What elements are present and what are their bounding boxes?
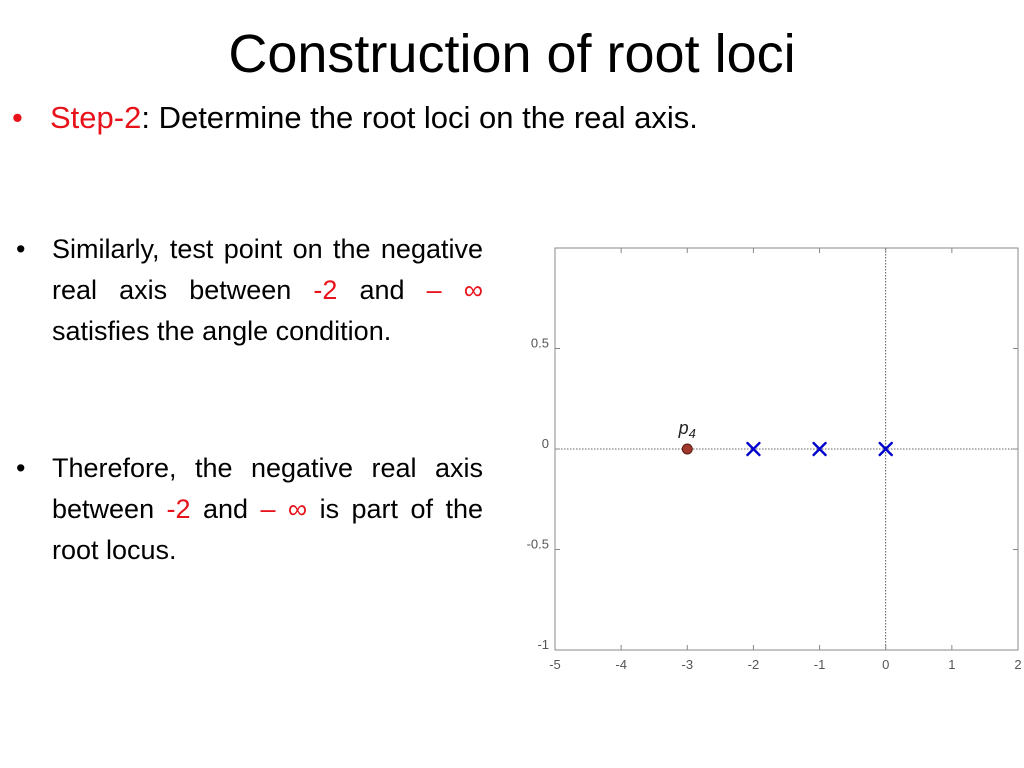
step-bullet: • Step-2: Determine the root loci on the… xyxy=(12,96,698,140)
text-run: Therefore, the negative real axis betwee… xyxy=(52,453,483,524)
x-tick-label: -2 xyxy=(748,657,760,672)
bullet-marker: • xyxy=(16,234,26,264)
highlight-value: -2 xyxy=(313,275,338,305)
bullet-point-2-text: Therefore, the negative real axis betwee… xyxy=(52,448,483,571)
bullet-point-1: • Similarly, test point on the negative … xyxy=(16,229,483,352)
pole-marker xyxy=(812,441,827,457)
x-tick-label: -1 xyxy=(814,657,826,672)
bullet-marker: • xyxy=(12,100,23,135)
x-tick-label: -4 xyxy=(615,657,627,672)
highlight-infinity: – ∞ xyxy=(260,494,308,524)
text-run: and xyxy=(337,275,427,305)
step-text: Step-2: Determine the root loci on the r… xyxy=(50,96,698,140)
y-tick-label: -1 xyxy=(537,637,549,652)
bullet-point-2: • Therefore, the negative real axis betw… xyxy=(16,448,483,571)
test-point-label: p4 xyxy=(678,418,696,441)
slide-title: Construction of root loci xyxy=(228,24,796,84)
x-tick-label: 0 xyxy=(882,657,889,672)
highlight-value: -2 xyxy=(166,494,191,524)
x-tick-label: 1 xyxy=(948,657,955,672)
x-tick-label: -3 xyxy=(682,657,694,672)
x-tick-label: 2 xyxy=(1014,657,1021,672)
y-tick-label: -0.5 xyxy=(527,537,549,552)
text-run: and xyxy=(190,494,261,524)
bullet-point-1-text: Similarly, test point on the negative re… xyxy=(52,229,483,352)
text-run: satisfies the angle condition. xyxy=(52,316,392,346)
bullet-marker: • xyxy=(16,453,26,483)
step-description: : Determine the root loci on the real ax… xyxy=(141,100,698,135)
root-locus-plot: -5 -4 -3 -2 -1 0 1 2 -1 -0.5 0 0.5 p4 xyxy=(527,247,1022,672)
test-point-marker xyxy=(681,443,693,455)
text-run: Similarly, test point on the negative re… xyxy=(52,234,483,305)
y-tick-label: 0.5 xyxy=(531,336,549,351)
x-tick-label: -5 xyxy=(549,657,561,672)
text-run: is part of the root locus. xyxy=(52,494,483,565)
highlight-infinity: – ∞ xyxy=(426,275,483,305)
pole-marker xyxy=(878,441,893,457)
step-label: Step-2 xyxy=(50,100,142,135)
pole-marker xyxy=(746,441,761,457)
y-tick-label: 0 xyxy=(542,436,549,451)
